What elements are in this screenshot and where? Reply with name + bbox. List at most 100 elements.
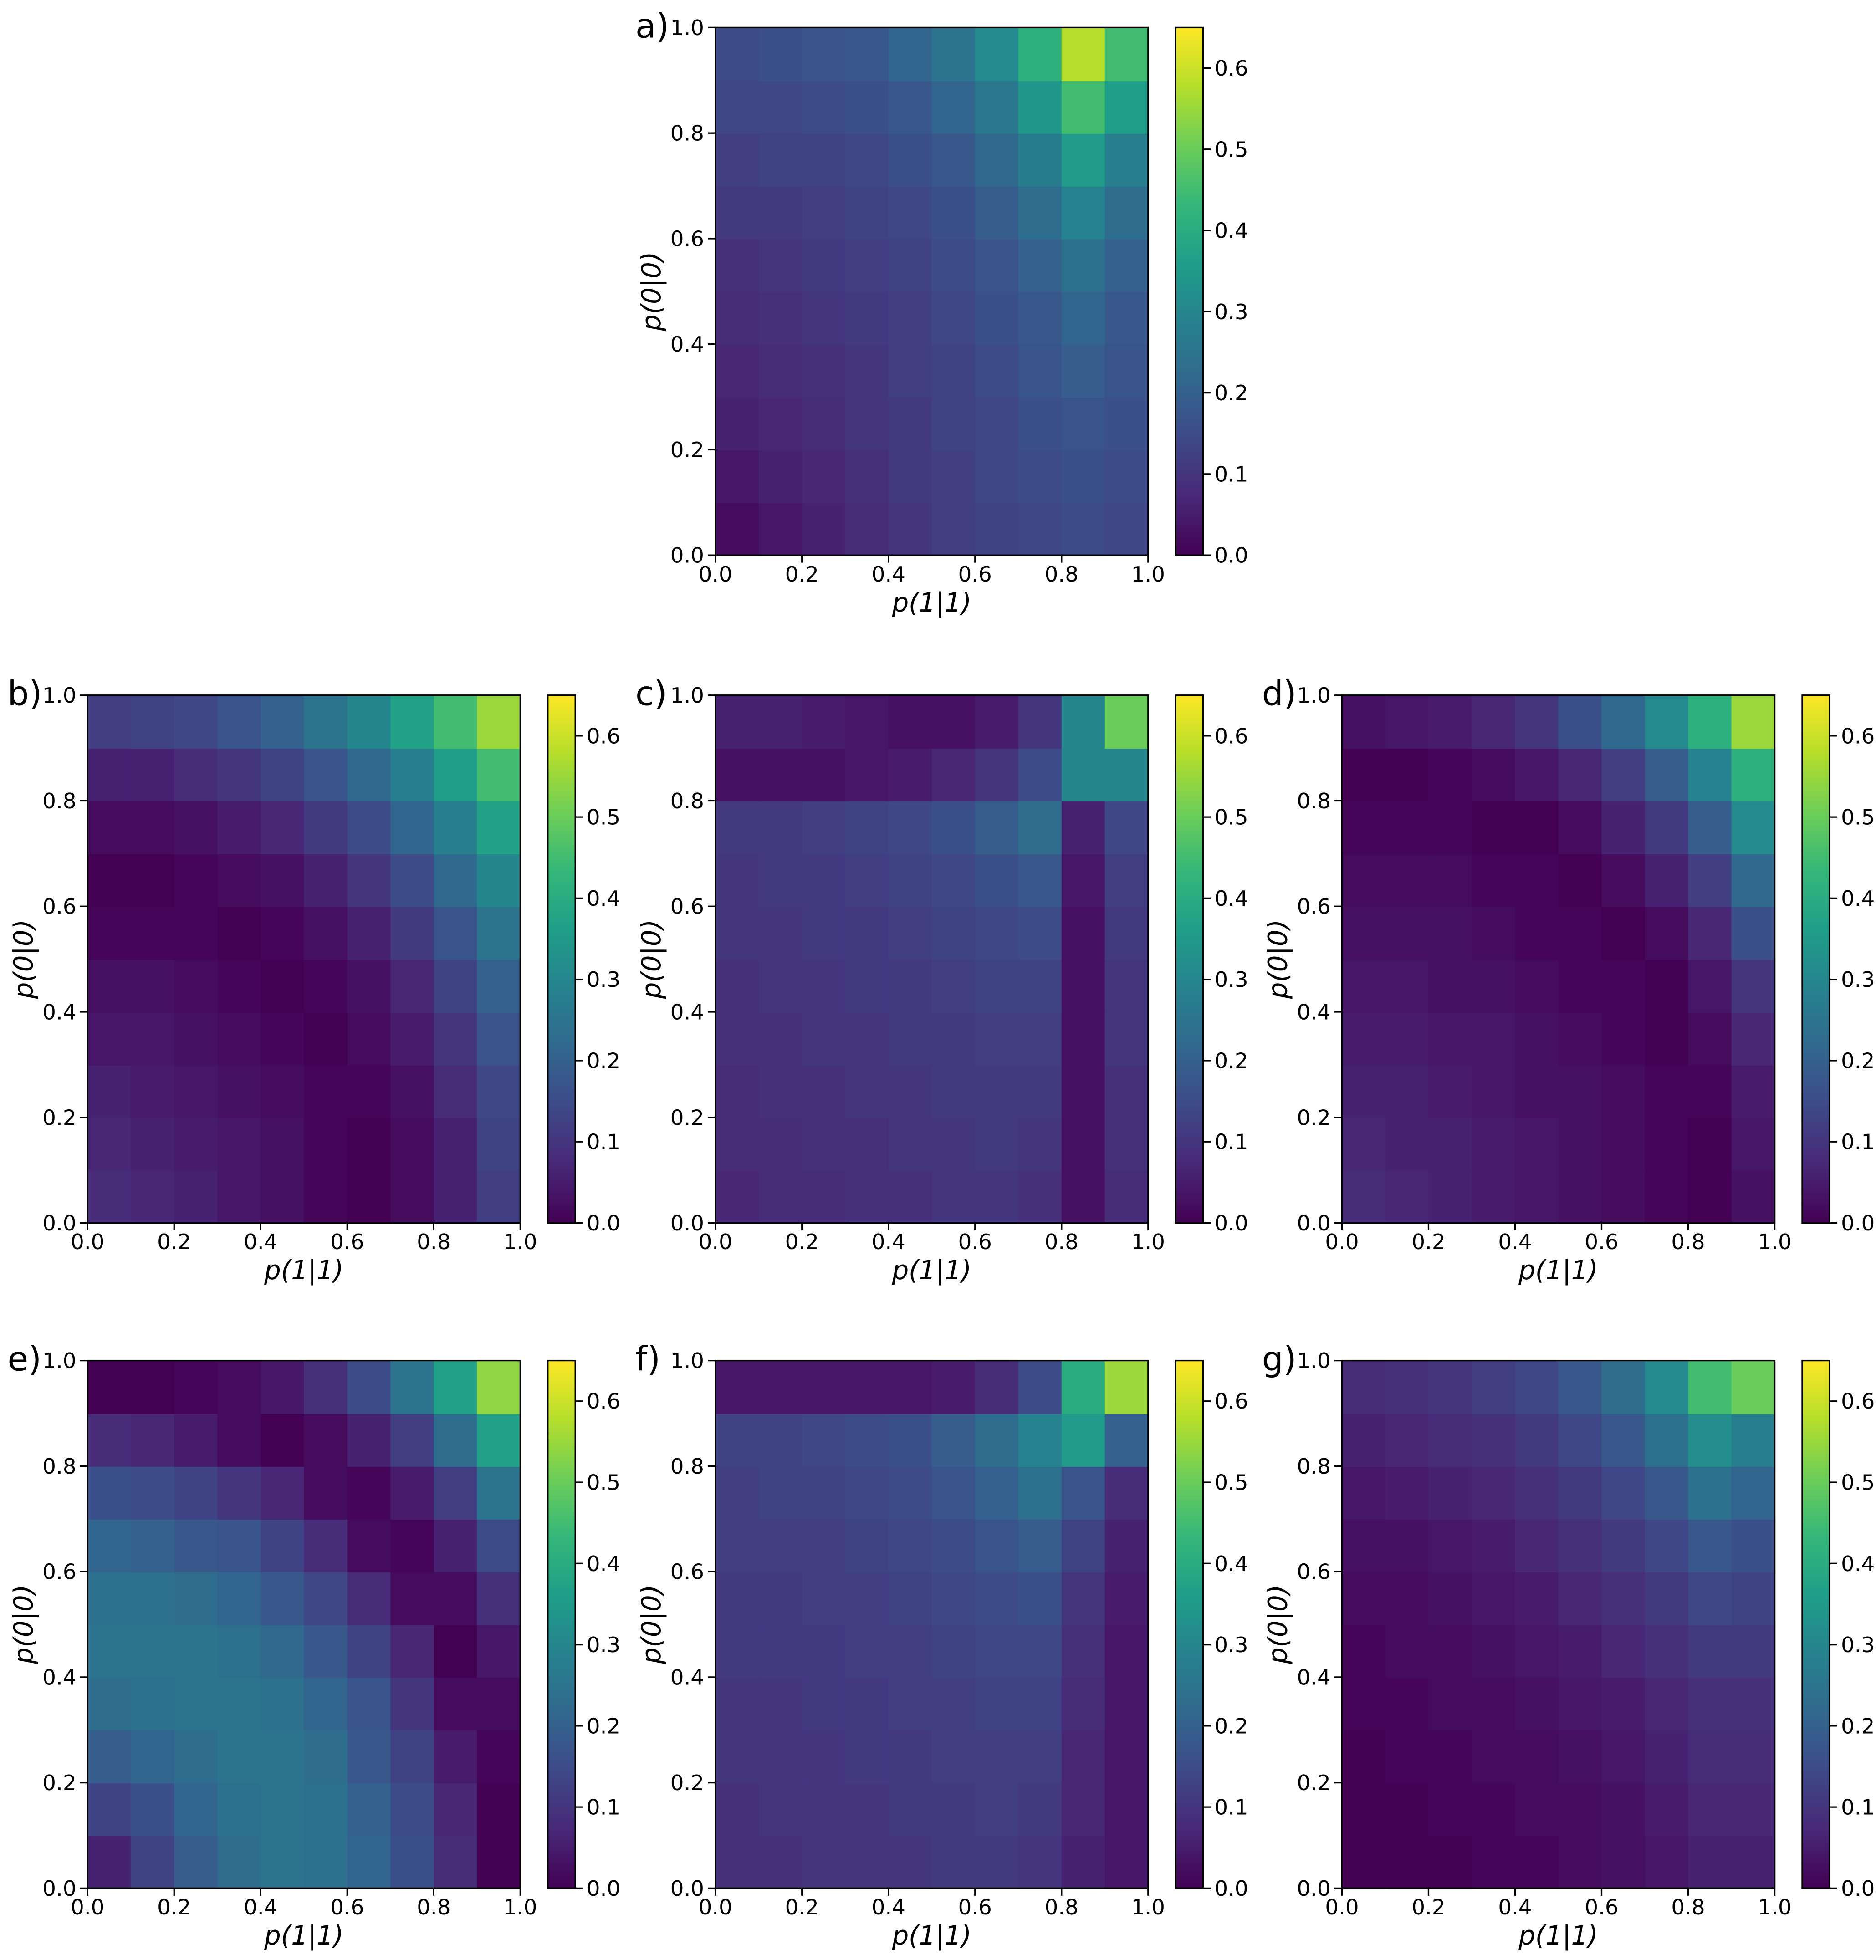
heatmap-cell [174,1677,218,1731]
heatmap-cell [434,1730,478,1784]
heatmap-cell [261,748,305,802]
heatmap-cell [1428,1170,1473,1224]
heatmap-cell [715,1117,760,1171]
heatmap-cell [931,1012,976,1066]
heatmap-cell [975,449,1019,503]
heatmap-cell [802,1360,846,1414]
heatmap-cell [1688,1117,1733,1171]
heatmap-cell [1731,1677,1776,1731]
heatmap-cell [1428,1012,1473,1066]
heatmap-cell [1472,1466,1516,1520]
heatmap-cell [715,801,760,855]
heatmap-cell [1558,1413,1603,1467]
colorbar-tick-label: 0.1 [587,1796,620,1820]
y-tick-label: 0.6 [42,1560,76,1585]
heatmap-cell [758,959,803,1013]
heatmap-cell [1472,1677,1516,1731]
heatmap-cell [1515,1360,1559,1414]
x-tick-label: 0.8 [1045,1895,1079,1920]
heatmap-cell [477,959,521,1013]
colorbar-tick-label: 0.2 [1214,1049,1248,1073]
heatmap-cell [1558,906,1603,960]
heatmap-cell [888,1064,933,1118]
heatmap-cell [1018,695,1063,749]
heatmap-cell [1472,1064,1516,1118]
heatmap-cell [477,1519,521,1572]
y-tick-label: 0.2 [670,1106,704,1130]
heatmap-cell [845,1360,889,1414]
heatmap-cell [347,695,391,749]
heatmap-cell [1472,1519,1516,1572]
heatmap-cell [347,1782,391,1837]
x-tick-label: 0.6 [1585,1895,1618,1920]
heatmap-cell [931,1519,976,1572]
y-tick-label: 0.6 [670,227,704,251]
heatmap-cell [1104,80,1149,134]
heatmap-cell [304,1413,348,1467]
heatmap-cell [715,1064,760,1118]
heatmap-cell [1515,1677,1559,1731]
heatmap-cell [347,959,391,1013]
heatmap-cell [845,186,889,240]
heatmap-cell [390,853,434,907]
heatmap-cell [304,1624,348,1678]
heatmap-cell [1601,1360,1646,1414]
heatmap-cell [174,1117,218,1171]
heatmap-cell [1645,853,1689,907]
heatmap-cell [1515,1624,1559,1678]
heatmap-cell [975,1782,1019,1837]
heatmap-cell [174,959,218,1013]
heatmap-cell [758,1170,803,1224]
heatmap-cell [1061,1413,1106,1467]
panel-label: d) [1262,674,1297,714]
heatmap-cell [975,1466,1019,1520]
heatmap-cell [1731,695,1776,749]
heatmap-cell [1472,906,1516,960]
colorbar-tick-label: 0.3 [587,968,620,992]
heatmap-cell [390,1170,434,1224]
heatmap-cell [715,1466,760,1520]
heatmap-cell [1342,1012,1386,1066]
heatmap-cell [1515,1170,1559,1224]
heatmap-cell [845,853,889,907]
x-tick-label: 0.6 [958,562,992,587]
heatmap-cell [131,1730,175,1784]
colorbar-tick-label: 0.4 [1214,887,1248,911]
heatmap-cell [1558,1677,1603,1731]
heatmap-cell [434,1624,478,1678]
y-tick-label: 0.8 [670,1455,704,1479]
heatmap-cell [217,1782,261,1837]
heatmap-cell [1601,1413,1646,1467]
colorbar-tick-label: 0.0 [587,1211,620,1236]
heatmap-cell [1061,748,1106,802]
heatmap-cell [390,1782,434,1837]
heatmap-cell [888,695,933,749]
x-tick-label: 1.0 [1131,1895,1165,1920]
colorbar-tick-label: 0.0 [1841,1211,1875,1236]
heatmap-cell [1104,449,1149,503]
heatmap-cell [975,1624,1019,1678]
heatmap-cell [217,1117,261,1171]
colorbar-tick-label: 0.5 [1214,806,1248,830]
heatmap-cell [888,853,933,907]
heatmap-cell [87,853,132,907]
heatmap-cell [845,959,889,1013]
heatmap-cell [1385,695,1430,749]
heatmap-cell [715,1782,760,1837]
heatmap-cell [758,80,803,134]
heatmap-cell [1018,1170,1063,1224]
heatmap-cell [261,1360,305,1414]
heatmap-cell [1342,1730,1386,1784]
heatmap-cell [758,1624,803,1678]
heatmap-cell [174,906,218,960]
heatmap-cell [1104,1519,1149,1572]
heatmap-cell [1018,449,1063,503]
heatmap-cell [1645,1413,1689,1467]
heatmap-cell [1472,853,1516,907]
heatmap-cell [975,133,1019,187]
heatmap-cell [304,748,348,802]
heatmap-cell [1385,1064,1430,1118]
heatmap-cell [758,1677,803,1731]
heatmap-cell [1385,1466,1430,1520]
x-tick-label: 0.8 [417,1230,450,1255]
